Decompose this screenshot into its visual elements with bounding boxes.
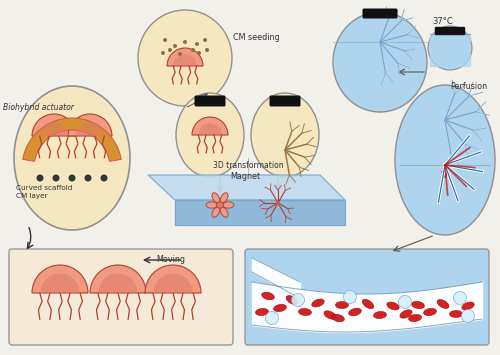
Ellipse shape (324, 311, 336, 319)
Ellipse shape (212, 193, 220, 203)
Ellipse shape (14, 86, 130, 230)
Ellipse shape (462, 302, 474, 310)
FancyBboxPatch shape (270, 95, 300, 106)
Ellipse shape (256, 308, 268, 316)
Circle shape (163, 38, 167, 42)
Ellipse shape (424, 308, 436, 316)
Circle shape (454, 291, 466, 305)
Ellipse shape (286, 296, 298, 305)
Circle shape (191, 48, 195, 52)
Circle shape (197, 51, 201, 55)
Ellipse shape (262, 292, 274, 300)
Wedge shape (32, 114, 76, 136)
Ellipse shape (206, 202, 218, 208)
Circle shape (161, 51, 165, 55)
Ellipse shape (220, 193, 228, 203)
Ellipse shape (362, 299, 374, 309)
Ellipse shape (138, 10, 232, 106)
Wedge shape (40, 122, 68, 136)
Ellipse shape (437, 300, 449, 308)
Circle shape (195, 42, 199, 46)
Polygon shape (148, 175, 345, 200)
Text: CM seeding: CM seeding (233, 33, 280, 43)
Ellipse shape (400, 310, 412, 318)
Circle shape (276, 201, 280, 205)
Circle shape (68, 175, 75, 181)
Ellipse shape (374, 311, 386, 318)
Wedge shape (23, 118, 121, 162)
FancyBboxPatch shape (435, 27, 465, 35)
Ellipse shape (222, 202, 234, 208)
Text: 3D transformation: 3D transformation (212, 161, 284, 170)
Wedge shape (198, 123, 222, 135)
Ellipse shape (220, 207, 228, 217)
Circle shape (216, 202, 224, 208)
Circle shape (462, 310, 474, 322)
Ellipse shape (408, 315, 422, 322)
Wedge shape (68, 114, 112, 136)
Ellipse shape (395, 85, 495, 235)
Text: Moving: Moving (156, 256, 185, 264)
Wedge shape (154, 273, 192, 293)
Ellipse shape (387, 302, 399, 310)
Wedge shape (145, 265, 201, 293)
Text: Magnet: Magnet (230, 172, 260, 181)
Ellipse shape (412, 301, 424, 308)
FancyBboxPatch shape (362, 9, 398, 18)
Circle shape (52, 175, 60, 181)
Ellipse shape (333, 12, 427, 112)
Ellipse shape (312, 299, 324, 307)
Circle shape (203, 38, 207, 42)
Circle shape (183, 40, 187, 44)
Circle shape (428, 26, 472, 70)
Wedge shape (98, 273, 138, 293)
Text: CM layer: CM layer (16, 193, 48, 199)
Text: Curved scaffold: Curved scaffold (16, 185, 72, 191)
Circle shape (100, 175, 107, 181)
Ellipse shape (348, 308, 362, 316)
Circle shape (344, 290, 356, 304)
Circle shape (266, 311, 278, 324)
Circle shape (292, 294, 304, 306)
Wedge shape (167, 48, 203, 66)
Ellipse shape (298, 308, 312, 316)
Text: Perfusion: Perfusion (450, 82, 487, 91)
Ellipse shape (176, 93, 244, 177)
Circle shape (173, 44, 177, 48)
Wedge shape (192, 117, 228, 135)
Circle shape (84, 175, 91, 181)
Ellipse shape (336, 301, 348, 308)
Text: Biohybrid actuator: Biohybrid actuator (3, 104, 74, 113)
Wedge shape (40, 273, 80, 293)
Ellipse shape (450, 311, 462, 317)
Circle shape (205, 48, 209, 52)
Circle shape (398, 295, 411, 308)
Ellipse shape (332, 314, 344, 322)
Ellipse shape (274, 304, 286, 312)
Wedge shape (90, 265, 146, 293)
Wedge shape (32, 265, 88, 293)
FancyBboxPatch shape (245, 249, 489, 345)
FancyBboxPatch shape (9, 249, 233, 345)
Ellipse shape (251, 93, 319, 177)
Wedge shape (174, 54, 197, 66)
Wedge shape (76, 122, 104, 136)
Circle shape (178, 52, 182, 56)
Circle shape (36, 175, 44, 181)
FancyBboxPatch shape (194, 95, 226, 106)
Text: 37°C: 37°C (432, 17, 453, 27)
Polygon shape (175, 200, 345, 225)
Ellipse shape (212, 207, 220, 217)
Circle shape (168, 48, 172, 52)
